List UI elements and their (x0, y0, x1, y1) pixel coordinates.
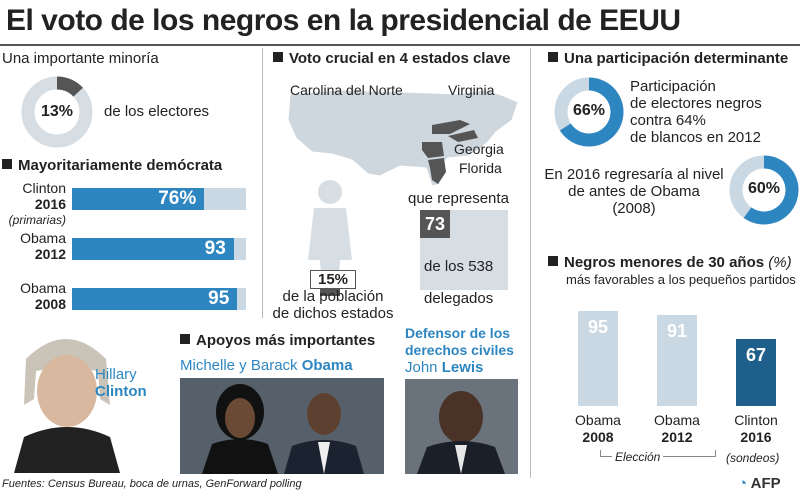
polls-group-label: (sondeos) (726, 451, 780, 465)
lewis-caption-bold: Lewis (441, 359, 484, 376)
vertical-bar-label: Clinton 2016 (716, 412, 796, 446)
source-note: Fuentes: Census Bureau, boca de urnas, G… (2, 478, 302, 490)
represents-label: que representa (408, 190, 509, 207)
participation-heading: Una participación determinante (548, 50, 788, 67)
youth-subtitle: más favorables a los pequeños partidos (566, 272, 796, 287)
participation-line: de antes de Obama (568, 183, 700, 200)
bar-label-line: 2008 (34, 296, 66, 312)
divider-left (262, 48, 263, 318)
participation-line: En 2016 regresaría al nivel (544, 166, 724, 183)
donut-slice-13 (56, 76, 83, 97)
vertical-bar-label-line: 2008 (582, 429, 614, 445)
bar-label-line: Clinton (22, 180, 66, 196)
participation-donut-66 (554, 77, 624, 147)
divider-right (530, 48, 531, 478)
youth-unit: (%) (768, 254, 792, 271)
page-title: El voto de los negros en la presidencial… (6, 4, 681, 37)
obama-caption-bold: Obama (301, 357, 353, 374)
supporters-heading: Apoyos más importantes (180, 332, 375, 349)
afp-logo-icon: ◔ (738, 475, 751, 492)
bar: 76% (72, 188, 205, 210)
lewis-heading: Defensor de los derechos civiles (405, 325, 514, 359)
states-heading: Voto crucial en 4 estados clave (273, 50, 510, 67)
hillary-label-2: Clinton (95, 383, 147, 400)
vertical-bar-label: Obama 2008 (558, 412, 638, 446)
minority-pct: 13% (40, 103, 74, 120)
state-label-fl: Florida (459, 160, 502, 176)
bar-label-line: Obama (20, 230, 66, 246)
participation-line: contra 64% (630, 112, 706, 129)
bar-label-line: 2012 (34, 246, 66, 262)
section-marker-icon (273, 52, 283, 62)
minority-heading: Una importante minoría (2, 50, 159, 67)
population-label-1: de la población (282, 288, 384, 305)
obama-caption: Michelle y Barack Obama (180, 357, 353, 374)
youth-heading-text: Negros menores de 30 años (564, 254, 765, 271)
population-label-2: de dichos estados (272, 305, 394, 322)
participation-line: de electores negros (630, 95, 762, 112)
delegates-label: delegados (424, 290, 494, 307)
democrat-heading: Mayoritariamente demócrata (2, 157, 222, 174)
participation-donut-60 (729, 155, 799, 225)
section-marker-icon (180, 334, 190, 344)
vertical-bar-label: Obama 2012 (637, 412, 717, 446)
bar-label: Obama 2012 (0, 230, 66, 262)
us-map-icon (287, 89, 519, 187)
vertical-bar-label-line: 2012 (661, 429, 693, 445)
obama-photo (180, 378, 384, 474)
vertical-bar-label-line: 2016 (740, 429, 772, 445)
delegates-of: de los 538 (424, 258, 494, 275)
lewis-caption-pre: John (405, 359, 442, 376)
bar: 93 (72, 238, 234, 260)
participation-pct-60: 60% (747, 180, 781, 197)
participation-text-1: Participación de electores negros contra… (630, 78, 762, 146)
lewis-heading-line: derechos civiles (405, 342, 514, 358)
afp-logo: ◔ AFP (738, 475, 781, 492)
bar-label-line: Obama (20, 280, 66, 296)
bar-label-line: 2016 (34, 196, 66, 212)
participation-line: (2008) (612, 200, 656, 217)
lewis-caption: John Lewis (405, 359, 483, 376)
lewis-heading-line: Defensor de los (405, 325, 511, 341)
minority-donut (21, 76, 93, 148)
bar-label: Obama 2008 (0, 280, 66, 312)
obama-caption-pre: Michelle y Barack (180, 357, 302, 374)
person-icon (308, 180, 352, 296)
afp-logo-text: AFP (750, 475, 781, 492)
population-pct: 15% (310, 270, 356, 289)
participation-line: Participación (630, 78, 716, 95)
vertical-bar: 95 (578, 311, 618, 406)
participation-pct-66: 66% (572, 102, 606, 119)
participation-heading-text: Una participación determinante (564, 50, 789, 67)
vertical-bar-label-line: Obama (654, 412, 700, 428)
delegates-count: 73 (420, 210, 450, 238)
bar-label: Clinton 2016 (primarias) (0, 180, 66, 228)
states-heading-text: Voto crucial en 4 estados clave (289, 50, 511, 67)
minority-label: de los electores (104, 103, 210, 120)
state-label-va: Virginia (448, 82, 495, 98)
participation-line: de blancos en 2012 (630, 129, 761, 146)
bar-label-line: (primarias) (8, 213, 66, 227)
state-label-nc: Carolina del Norte (290, 82, 403, 98)
vertical-bar-label-line: Clinton (734, 412, 778, 428)
bar: 95 (72, 288, 238, 310)
vertical-bar-label-line: Obama (575, 412, 621, 428)
supporters-heading-text: Apoyos más importantes (196, 332, 376, 349)
title-rule (0, 44, 800, 46)
participation-text-2: En 2016 regresaría al nivel de antes de … (536, 166, 732, 217)
election-group-label: Elección (612, 450, 664, 464)
hillary-label-1: Hillary (95, 366, 137, 383)
section-marker-icon (548, 256, 558, 266)
section-marker-icon (2, 159, 12, 169)
youth-heading: Negros menores de 30 años (%) (548, 254, 792, 271)
hillary-clinton-photo (6, 325, 128, 473)
state-label-ga: Georgia (454, 141, 504, 157)
john-lewis-photo (405, 379, 518, 474)
vertical-bar: 91 (657, 315, 697, 406)
vertical-bar: 67 (736, 339, 776, 406)
section-marker-icon (548, 52, 558, 62)
democrat-heading-text: Mayoritariamente demócrata (18, 157, 223, 174)
